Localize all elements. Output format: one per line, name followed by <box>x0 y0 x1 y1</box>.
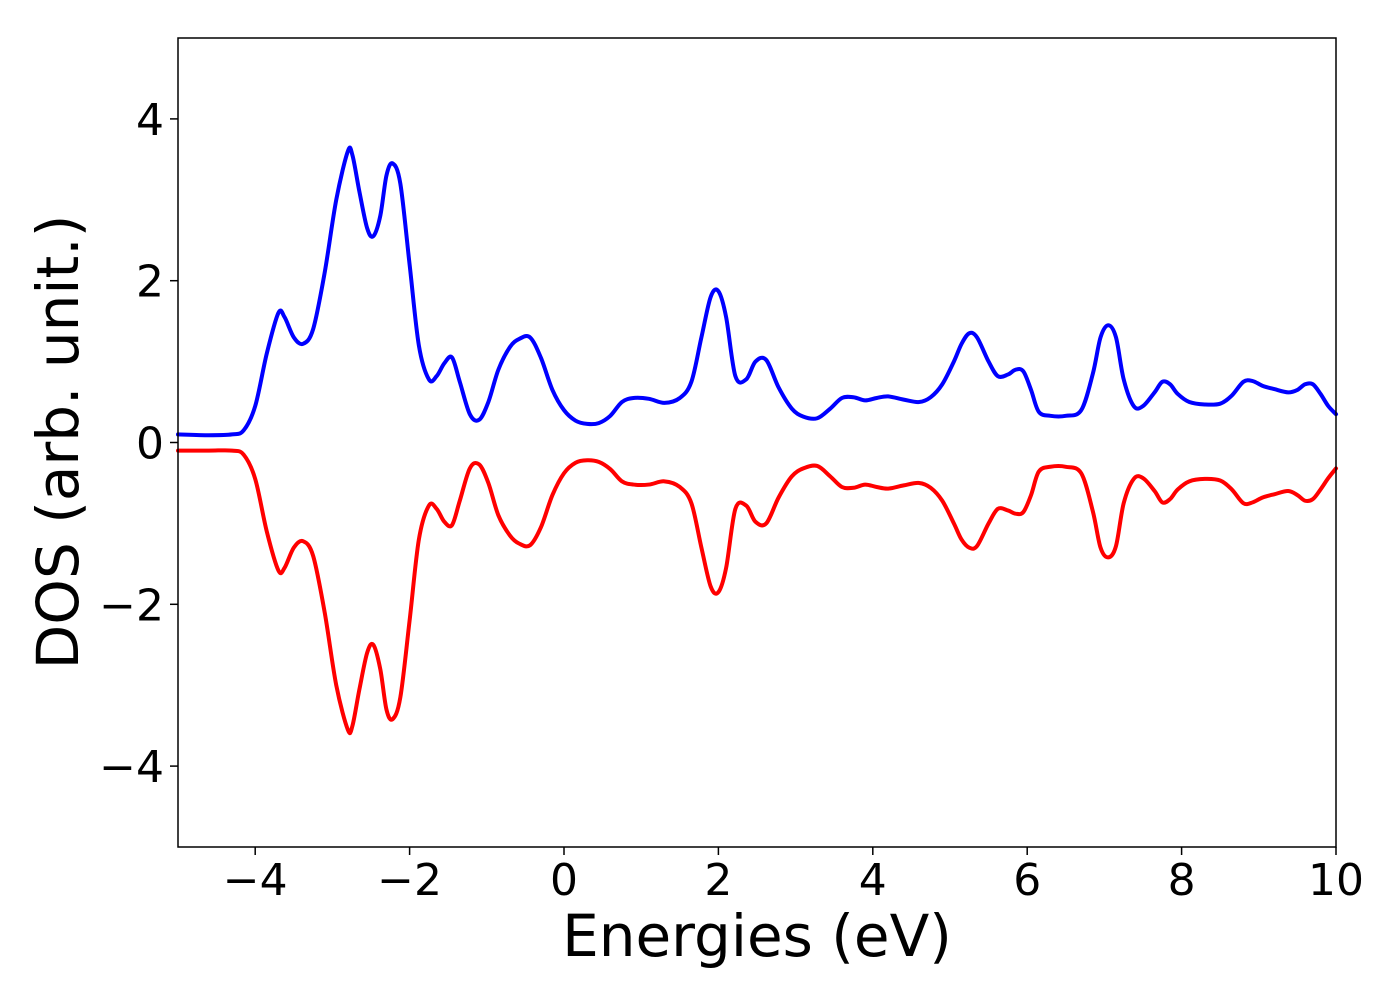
y-tick-label: −4 <box>99 742 164 793</box>
x-tick-label: 8 <box>1168 855 1196 906</box>
y-tick-label: 0 <box>136 419 164 470</box>
x-tick-label: 4 <box>859 855 887 906</box>
series-layer <box>176 145 1338 736</box>
y-tick-label: 4 <box>136 95 164 146</box>
x-axis-label: Energies (eV) <box>562 902 952 970</box>
x-tick-label: −2 <box>377 855 442 906</box>
x-tick-label: 6 <box>1013 855 1041 906</box>
y-axis-ticks: −4 −2 0 2 4 <box>99 95 178 793</box>
series-line-2 <box>176 448 1338 736</box>
y-axis-label: DOS (arb. unit.) <box>24 215 92 670</box>
x-tick-label: 2 <box>704 855 732 906</box>
series-line-1 <box>176 145 1338 438</box>
x-axis-ticks: −4 −2 0 2 4 6 8 10 <box>223 847 1364 906</box>
x-tick-label: 10 <box>1308 855 1364 906</box>
x-tick-label: −4 <box>223 855 288 906</box>
y-tick-label: 2 <box>136 257 164 308</box>
x-tick-label: 0 <box>550 855 578 906</box>
y-tick-label: −2 <box>99 580 164 631</box>
